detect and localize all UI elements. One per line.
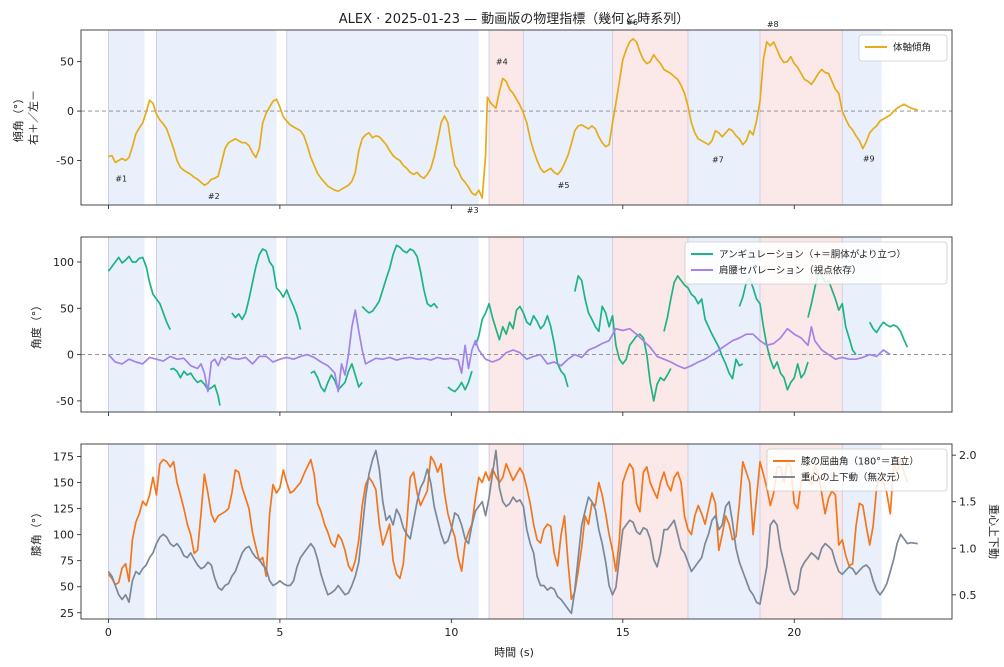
x-tick-label: 10	[444, 626, 458, 639]
y-tick-label: 150	[53, 477, 74, 490]
legend-box	[684, 241, 948, 285]
series-line-1-1	[108, 38, 918, 199]
y2-tick-label: 1.5	[959, 496, 977, 509]
y-tick-label: 175	[53, 451, 74, 464]
y2-axis-label: 重心上下動	[987, 504, 1001, 559]
y-tick-label: 125	[53, 503, 74, 516]
phase-span-8	[759, 30, 843, 205]
x-tick-label: 0	[105, 626, 112, 639]
panel-1: #1 #2 #3 #4 #5 #6 #7 #8 #9 -50 0 50 傾角（°） 右＋／左－ 体軸傾角	[11, 18, 953, 215]
x-tick-label: 15	[616, 626, 630, 639]
legend-label: アンギュレーション（+＝胴体がより立つ）	[719, 249, 906, 261]
x-axis-label: 時間 (s)	[494, 646, 534, 659]
y-tick-label: 0	[67, 349, 74, 362]
series-line-2-1	[107, 309, 891, 393]
phase-span-2	[156, 444, 277, 619]
series-line-1-1	[107, 255, 171, 330]
event-annotation: #5	[558, 181, 570, 190]
y-axis-label: 右＋／左－	[26, 90, 40, 145]
legend-label: 膝の屈曲角（180°＝直立）	[801, 456, 919, 468]
legend-box	[766, 448, 948, 492]
series-line-1-8	[573, 275, 672, 402]
phase-span-1	[108, 30, 145, 205]
legend-label: 重心の上下動（無次元）	[801, 472, 906, 484]
phase-span-1	[108, 444, 145, 619]
y-tick-label: 25	[60, 607, 74, 620]
y-axis-label: 膝角（°）	[30, 507, 43, 557]
y-tick-label: 50	[60, 302, 74, 315]
legend-box	[858, 34, 948, 62]
legend-label: 肩腰セパレーション（視点依存）	[719, 265, 861, 277]
phase-span-3	[286, 30, 479, 205]
phase-span-7	[687, 444, 760, 619]
phase-span-2	[156, 237, 277, 412]
legend: 膝の屈曲角（180°＝直立） 重心の上下動（無次元）	[766, 448, 948, 492]
series-line-1-6	[447, 371, 473, 393]
series-line-2-1	[107, 449, 918, 615]
legend: アンギュレーション（+＝胴体がより立つ） 肩腰セパレーション（視点依存）	[684, 241, 948, 285]
event-annotation: #7	[712, 155, 724, 164]
series-line-1-2	[169, 367, 221, 406]
phase-span-3	[286, 444, 479, 619]
panel-plot-area	[107, 444, 918, 619]
phase-span-4	[489, 30, 524, 205]
legend: 体軸傾角	[858, 34, 948, 62]
phase-span-6	[612, 30, 688, 205]
y-axis-label: 傾角（°）	[11, 93, 25, 143]
series-line-1-9	[663, 275, 744, 380]
y-tick-label: 50	[60, 56, 74, 69]
panel-plot-area	[81, 237, 952, 412]
phase-span-1	[108, 237, 145, 412]
phase-span-5	[523, 444, 613, 619]
event-annotation: #4	[496, 58, 508, 67]
event-annotation: #8	[767, 20, 779, 29]
x-tick-label: 5	[276, 626, 283, 639]
event-annotation: #3	[467, 206, 479, 215]
y-tick-label: 100	[53, 256, 74, 269]
y2-tick-label: 1.0	[959, 542, 977, 555]
y-tick-label: -50	[56, 395, 74, 408]
y-tick-label: 50	[60, 581, 74, 594]
y2-tick-label: 2.0	[959, 449, 977, 462]
y2-tick-label: 0.5	[959, 589, 977, 602]
panel-frame	[80, 29, 953, 206]
panel-frame	[80, 443, 953, 620]
y-tick-label: 100	[53, 529, 74, 542]
event-annotation: #9	[863, 154, 875, 163]
event-annotation: #6	[626, 18, 638, 27]
x-tick-label: 20	[787, 626, 801, 639]
phase-span-7	[687, 30, 760, 205]
phase-span-5	[523, 30, 613, 205]
legend-label: 体軸傾角	[893, 42, 931, 54]
series-line-1-5	[361, 244, 439, 314]
y-tick-label: 75	[60, 555, 74, 568]
y-axis-label: 角度（°）	[29, 300, 43, 350]
event-annotation: #2	[208, 192, 220, 201]
event-annotation: #1	[115, 174, 127, 183]
panel-3: 25 50 75 100 125 150 175 0.5 1.0 1.5 2.0 重心上下動 0 5 10 1…	[30, 443, 1001, 639]
y-tick-label: 0	[67, 105, 74, 118]
phase-span-3	[286, 237, 479, 412]
series-line-1-3	[231, 248, 302, 330]
series-line-1-12	[868, 321, 909, 348]
panel-2: -50 0 50 100 角度（°） アンギュレーション（+＝胴体がより立つ） 肩腰セパレー…	[29, 236, 953, 416]
phase-span-2	[156, 30, 277, 205]
panel-plot-area	[81, 30, 952, 205]
chart-title: ALEX · 2025-01-23 — 動画版の物理指標（幾何と時系列）	[339, 11, 689, 27]
series-line-1-7	[474, 302, 569, 388]
panel-frame	[80, 236, 953, 413]
y-tick-label: -50	[56, 155, 74, 168]
